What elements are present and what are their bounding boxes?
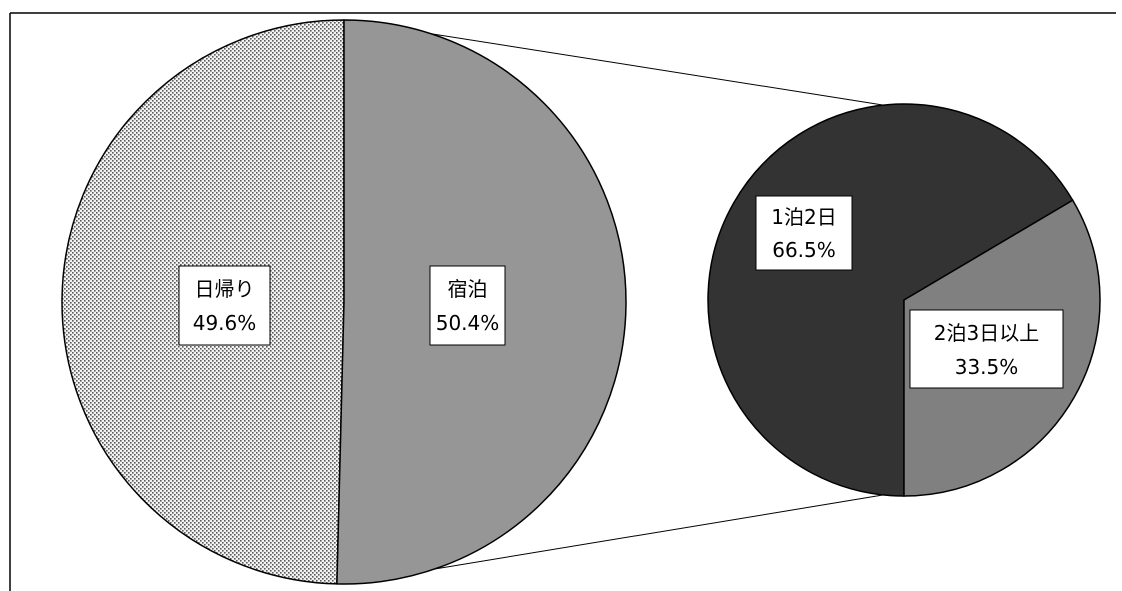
data-label-1haku2ka: 1泊2日 66.5% bbox=[755, 195, 853, 271]
data-label-2haku3ka-ijou-value: 33.5% bbox=[955, 355, 1019, 379]
data-label-shukuhaku: 宿泊 50.4% bbox=[429, 265, 506, 346]
data-label-1haku2ka-name: 1泊2日 bbox=[771, 205, 836, 229]
data-label-higaeri-name: 日帰り bbox=[195, 277, 255, 301]
data-label-2haku3ka-ijou: 2泊3日以上 33.5% bbox=[909, 309, 1064, 389]
data-label-higaeri: 日帰り 49.6% bbox=[178, 265, 271, 346]
data-label-2haku3ka-ijou-name: 2泊3日以上 bbox=[934, 321, 1039, 345]
data-label-higaeri-value: 49.6% bbox=[193, 311, 257, 335]
data-label-shukuhaku-name: 宿泊 bbox=[448, 277, 488, 301]
data-label-shukuhaku-value: 50.4% bbox=[436, 311, 500, 335]
data-label-1haku2ka-value: 66.5% bbox=[772, 238, 836, 262]
